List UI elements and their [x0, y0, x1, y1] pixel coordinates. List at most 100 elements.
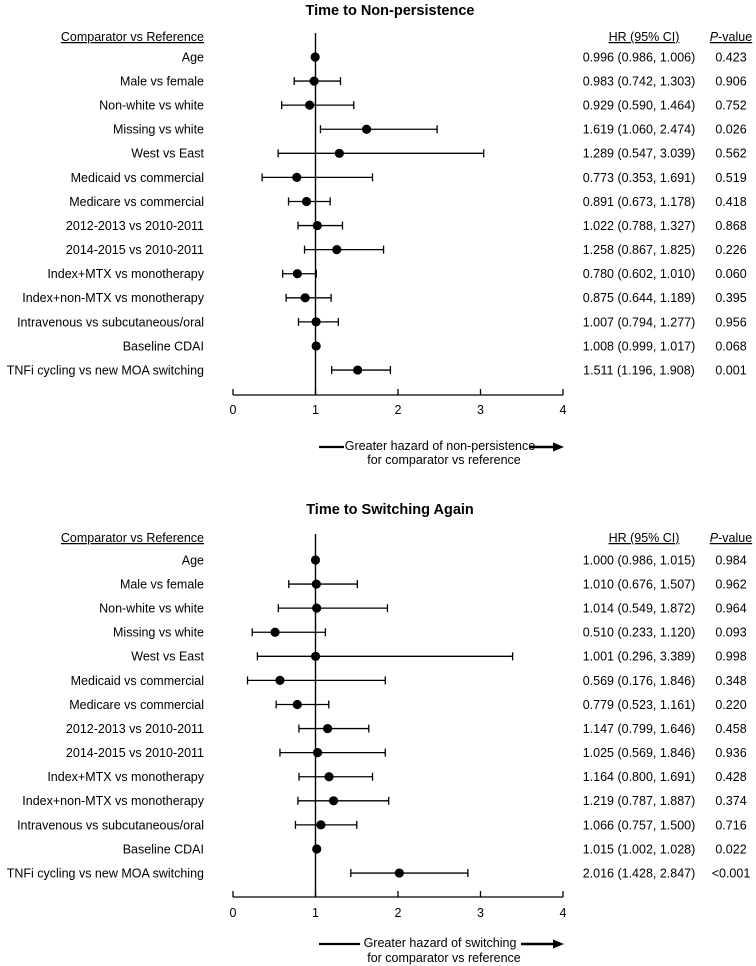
hr-point [311, 341, 321, 351]
axis-tick-label: 2 [395, 906, 402, 920]
footer-text-line1: Greater hazard of non-persistence [345, 439, 535, 453]
hr-ci-value: 0.929 (0.590, 1.464) [583, 99, 696, 113]
p-value: 0.936 [715, 746, 746, 760]
forest-row: Non-white vs white 0.929 (0.590, 1.464) 0.… [99, 99, 747, 113]
footer-arrowhead-icon [553, 939, 564, 949]
p-value: 0.093 [715, 626, 746, 640]
axis-tick-label: 4 [560, 403, 567, 417]
axis-tick-label: 3 [477, 906, 484, 920]
p-value: 0.220 [715, 698, 746, 712]
hr-ci-value: 0.996 (0.986, 1.006) [583, 50, 696, 64]
hr-point [270, 627, 280, 637]
hr-ci-value: 0.510 (0.233, 1.120) [583, 626, 696, 640]
p-value: 0.022 [715, 842, 746, 856]
p-value: 0.716 [715, 818, 746, 832]
p-value: 0.374 [715, 794, 746, 808]
hr-ci-value: 1.147 (0.799, 1.646) [583, 722, 696, 736]
axis-tick-label: 4 [560, 906, 567, 920]
p-value: 0.956 [715, 315, 746, 329]
row-label: 2012-2013 vs 2010-2011 [66, 219, 204, 233]
comparator-column-header: Comparator vs Reference [61, 531, 204, 545]
hr-ci-value: 0.780 (0.602, 1.010) [583, 267, 696, 281]
row-label: West vs East [131, 650, 204, 664]
row-label: Intravenous vs subcutaneous/oral [17, 818, 204, 832]
p-value: 0.752 [715, 99, 746, 113]
footer-arrowhead-icon [553, 442, 564, 452]
hr-point [310, 52, 320, 62]
row-label: TNFi cycling vs new MOA switching [7, 866, 204, 880]
forest-row: West vs East 1.289 (0.547, 3.039) 0.562 [131, 147, 746, 161]
p-value: 0.423 [715, 50, 746, 64]
forest-row: Medicaid vs commercial 0.773 (0.353, 1.69… [71, 171, 747, 185]
forest-row: Intravenous vs subcutaneous/oral 1.007 (0… [17, 315, 747, 329]
hr-point [353, 365, 363, 375]
p-value: 0.562 [715, 147, 746, 161]
hr-point [312, 603, 322, 613]
hr-ci-value: 1.000 (0.986, 1.015) [583, 553, 696, 567]
hr-point [292, 269, 302, 279]
hr-column-header: HR (95% CI) [609, 30, 680, 44]
row-label: Male vs female [120, 74, 204, 88]
forest-row: Medicaid vs commercial 0.569 (0.176, 1.84… [71, 674, 747, 688]
p-value: 0.001 [715, 363, 746, 377]
rows-layer: Age 1.000 (0.986, 1.015) 0.984 Male vs fema… [7, 553, 751, 880]
row-label: Non-white vs white [99, 99, 204, 113]
forest-row: Baseline CDAI 1.008 (0.999, 1.017) 0.068 [123, 339, 747, 353]
forest-row: Index+MTX vs monotherapy 1.164 (0.800, 1.… [47, 770, 746, 784]
chart-title: Time to Non-persistence [306, 3, 475, 19]
forest-row: TNFi cycling vs new MOA switching 2.016 (… [7, 866, 751, 880]
row-label: Index+non-MTX vs monotherapy [22, 794, 204, 808]
hr-ci-value: 1.001 (0.296, 3.389) [583, 650, 696, 664]
hr-point [332, 245, 342, 255]
hr-ci-value: 1.164 (0.800, 1.691) [583, 770, 696, 784]
hr-ci-value: 0.569 (0.176, 1.846) [583, 674, 696, 688]
row-label: 2014-2015 vs 2010-2011 [66, 746, 204, 760]
axis-tick-label: 2 [395, 403, 402, 417]
chart-title: Time to Switching Again [306, 502, 474, 518]
forest-row: TNFi cycling vs new MOA switching 1.511 (… [7, 363, 747, 377]
p-value: 0.348 [715, 674, 746, 688]
row-label: Male vs female [120, 577, 204, 591]
pvalue-column-header: P-value [710, 30, 752, 44]
p-value: 0.026 [715, 123, 746, 137]
axis-tick-label: 3 [477, 403, 484, 417]
p-value: 0.060 [715, 267, 746, 281]
hr-ci-value: 1.015 (1.002, 1.028) [583, 842, 696, 856]
footer-text-line2: for comparator vs reference [367, 951, 521, 965]
row-label: Baseline CDAI [123, 842, 204, 856]
hr-point [324, 772, 334, 782]
pvalue-column-header: P-value [710, 531, 752, 545]
hr-ci-value: 1.007 (0.794, 1.277) [583, 315, 696, 329]
row-label: West vs East [131, 147, 204, 161]
hr-point [310, 555, 321, 565]
hr-ci-value: 1.008 (0.999, 1.017) [583, 339, 696, 353]
forest-row: Index+MTX vs monotherapy 0.780 (0.602, 1.… [47, 267, 746, 281]
forest-row: Non-white vs white 1.014 (0.549, 1.872) 0.… [99, 602, 747, 616]
forest-row: Medicare vs commercial 0.779 (0.523, 1.16… [69, 698, 746, 712]
forest-row: 2012-2013 vs 2010-2011 1.022 (0.788, 1.32… [66, 219, 747, 233]
footer-annotation: Greater hazard of switching for comparat… [319, 936, 564, 965]
forest-row: 2014-2015 vs 2010-2011 1.025 (0.569, 1.84… [66, 746, 747, 760]
forest-row: Medicare vs commercial 0.891 (0.673, 1.17… [69, 195, 746, 209]
row-label: Index+MTX vs monotherapy [47, 267, 204, 281]
hr-point [275, 675, 285, 685]
hr-column-header: HR (95% CI) [609, 531, 680, 545]
row-label: Medicaid vs commercial [71, 171, 204, 185]
hr-point [361, 124, 372, 134]
hr-ci-value: 1.511 (1.196, 1.908) [583, 363, 695, 377]
forest-plot-time-to-switching-again: Time to Switching Again Comparator vs Re… [7, 502, 753, 965]
hr-ci-value: 1.219 (0.787, 1.887) [583, 794, 696, 808]
p-value: 0.068 [715, 339, 746, 353]
hr-point [312, 844, 322, 854]
hr-ci-value: 0.875 (0.644, 1.189) [583, 291, 696, 305]
axis-tick-label: 0 [230, 906, 237, 920]
hr-ci-value: 0.779 (0.523, 1.161) [583, 698, 696, 712]
row-label: Medicare vs commercial [69, 698, 204, 712]
forest-row: Baseline CDAI 1.015 (1.002, 1.028) 0.022 [123, 842, 747, 856]
row-label: Age [182, 50, 204, 64]
hr-ci-value: 0.773 (0.353, 1.691) [583, 171, 696, 185]
row-label: 2012-2013 vs 2010-2011 [66, 722, 204, 736]
hr-point [394, 868, 404, 878]
hr-point [311, 579, 321, 589]
p-value: 0.984 [715, 553, 746, 567]
